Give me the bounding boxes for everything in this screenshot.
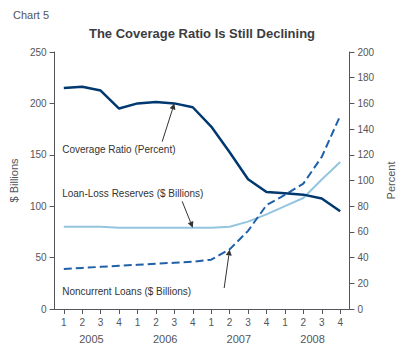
svg-text:2007: 2007 [227, 333, 251, 345]
svg-text:0: 0 [41, 304, 47, 315]
svg-text:$ Billions: $ Billions [8, 158, 20, 203]
svg-text:2005: 2005 [79, 333, 103, 345]
svg-text:250: 250 [30, 47, 47, 58]
svg-text:The Coverage Ratio Is Still De: The Coverage Ratio Is Still Declining [89, 26, 315, 41]
svg-text:160: 160 [357, 98, 374, 109]
svg-text:2: 2 [79, 317, 85, 328]
svg-text:120: 120 [357, 149, 374, 160]
svg-text:Noncurrent Loans ($ Billions): Noncurrent Loans ($ Billions) [62, 286, 191, 297]
svg-text:Loan-Loss Reserves ($ Billions: Loan-Loss Reserves ($ Billions) [62, 188, 203, 199]
svg-text:100: 100 [30, 201, 47, 212]
svg-text:50: 50 [35, 252, 47, 263]
svg-text:60: 60 [357, 226, 369, 237]
svg-text:4: 4 [116, 317, 122, 328]
svg-text:Coverage Ratio (Percent): Coverage Ratio (Percent) [62, 144, 175, 155]
svg-text:200: 200 [30, 98, 47, 109]
svg-text:2: 2 [301, 317, 307, 328]
svg-text:40: 40 [357, 252, 369, 263]
svg-text:1: 1 [61, 317, 67, 328]
svg-text:200: 200 [357, 47, 374, 58]
svg-text:0: 0 [357, 304, 363, 315]
svg-text:100: 100 [357, 175, 374, 186]
svg-text:1: 1 [135, 317, 141, 328]
svg-text:1: 1 [208, 317, 214, 328]
svg-text:Chart 5: Chart 5 [13, 9, 49, 21]
svg-text:3: 3 [245, 317, 251, 328]
svg-text:2006: 2006 [153, 333, 177, 345]
svg-text:2008: 2008 [300, 333, 324, 345]
svg-text:1: 1 [282, 317, 288, 328]
svg-text:3: 3 [172, 317, 178, 328]
svg-text:Percent: Percent [385, 162, 397, 200]
svg-text:2: 2 [153, 317, 159, 328]
svg-text:3: 3 [319, 317, 325, 328]
svg-text:3: 3 [98, 317, 104, 328]
svg-text:150: 150 [30, 149, 47, 160]
svg-text:4: 4 [190, 317, 196, 328]
svg-text:140: 140 [357, 124, 374, 135]
svg-text:80: 80 [357, 201, 369, 212]
svg-text:4: 4 [337, 317, 343, 328]
svg-text:20: 20 [357, 278, 369, 289]
svg-text:4: 4 [264, 317, 270, 328]
svg-text:2: 2 [227, 317, 233, 328]
svg-text:180: 180 [357, 72, 374, 83]
